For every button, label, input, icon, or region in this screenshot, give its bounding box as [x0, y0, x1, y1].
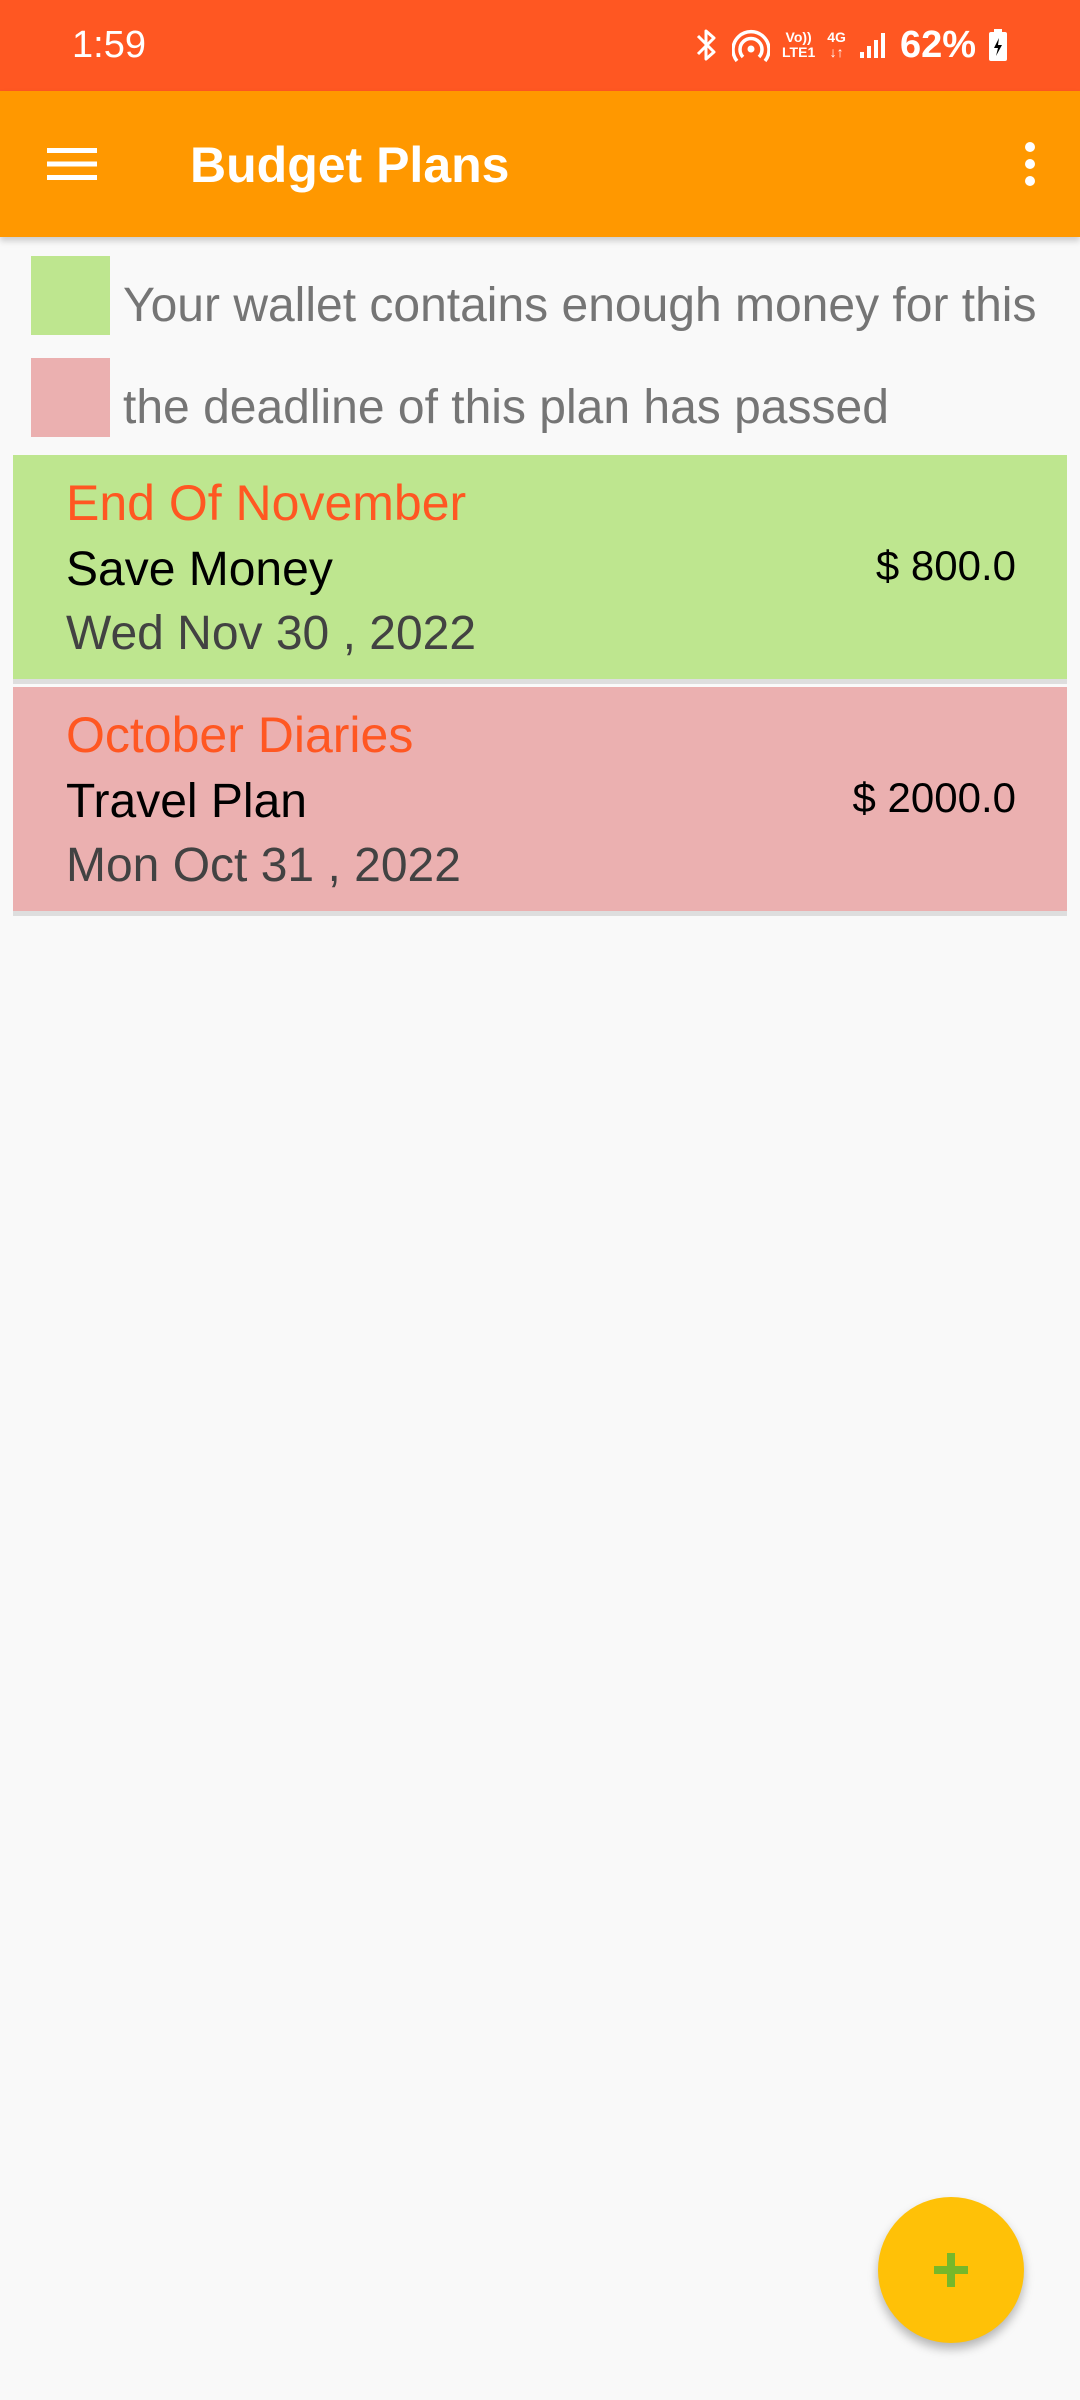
plan-amount: $ 800.0 — [875, 542, 1016, 589]
plan-date: Mon Oct 31 , 2022 — [66, 839, 461, 892]
plan-amount: $ 2000.0 — [852, 774, 1017, 821]
legend-swatch-red — [31, 358, 110, 437]
volte-label-top: Vo)) — [785, 29, 812, 45]
network-4g-icon: 4G ↓↑ — [827, 29, 846, 60]
signal-icon — [858, 22, 888, 68]
plan-date: Wed Nov 30 , 2022 — [66, 607, 477, 660]
status-icons: Vo)) LTE1 4G ↓↑ 62% — [694, 22, 1008, 68]
battery-icon — [988, 22, 1008, 68]
hotspot-icon — [732, 22, 771, 68]
legend-item-enough-money: Your wallet contains enough money for th… — [31, 256, 1051, 336]
legend-text: Your wallet contains enough money for th… — [123, 279, 1037, 332]
volte-icon: Vo)) LTE1 — [782, 22, 815, 68]
plan-type: Travel Plan — [66, 775, 307, 828]
legend-swatch-green — [31, 256, 110, 335]
plan-title: October Diaries — [66, 707, 414, 763]
hamburger-menu-icon — [47, 148, 97, 180]
page-title: Budget Plans — [190, 137, 510, 193]
menu-button[interactable] — [36, 128, 108, 200]
plan-card[interactable]: End Of November Save Money Wed Nov 30 , … — [13, 455, 1067, 684]
network-label: 4G — [827, 29, 846, 45]
plan-card[interactable]: October Diaries Travel Plan Mon Oct 31 ,… — [13, 687, 1067, 916]
status-bar: 1:59 Vo)) LTE1 4G ↓↑ — [0, 0, 1080, 91]
legend-item-deadline-passed: the deadline of this plan has passed — [31, 358, 1051, 438]
more-vert-icon — [1025, 142, 1035, 186]
battery-percent: 62% — [899, 23, 976, 66]
add-plan-button[interactable] — [878, 2197, 1024, 2343]
plan-title: End Of November — [66, 475, 467, 531]
app-bar: Budget Plans — [0, 91, 1080, 237]
status-time: 1:59 — [72, 24, 146, 66]
volte-label-bottom: LTE1 — [782, 44, 816, 60]
bluetooth-icon — [694, 22, 720, 68]
plus-icon — [934, 2253, 968, 2287]
plan-type: Save Money — [66, 543, 333, 596]
overflow-menu-button[interactable] — [1000, 128, 1060, 200]
legend-text: the deadline of this plan has passed — [123, 381, 889, 434]
